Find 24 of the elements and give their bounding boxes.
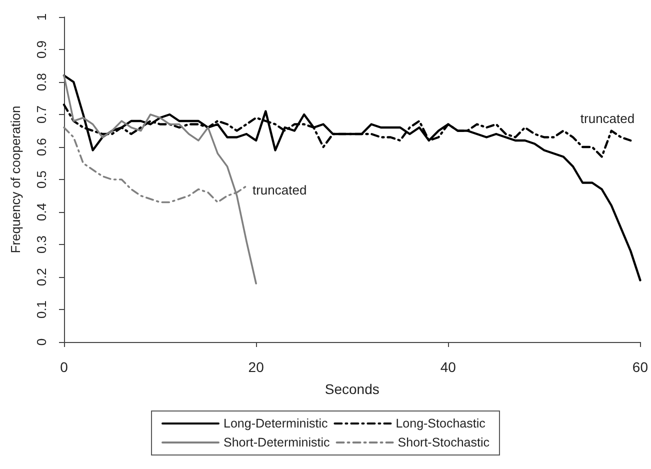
x-tick-label: 20: [248, 359, 264, 375]
x-tick-label: 0: [60, 359, 68, 375]
y-tick-label: 0: [34, 338, 49, 346]
annotation: truncated: [580, 111, 635, 126]
legend-label: Short-Deterministic: [224, 436, 330, 450]
x-tick-label: 60: [632, 359, 648, 375]
y-tick-label: 0.9: [34, 40, 49, 59]
legend-label: Long-Deterministic: [224, 416, 328, 430]
y-tick-label: 0.3: [34, 235, 49, 254]
y-tick-label: 0.6: [34, 138, 49, 156]
y-tick-label: 0.7: [34, 105, 49, 124]
legend-label: Short-Stochastic: [398, 436, 490, 450]
y-tick-label: 0.4: [34, 202, 49, 222]
y-tick-label: 0.8: [34, 72, 49, 92]
y-tick-label: 0.5: [34, 170, 49, 189]
y-tick-label: 0.1: [34, 300, 49, 319]
annotation: truncated: [252, 182, 307, 198]
line-series: [62, 74, 642, 282]
y-tick-label: 0.2: [34, 268, 49, 286]
y-tick-label: 1: [34, 13, 49, 21]
y-axis-title: Frequency of cooperation: [8, 106, 23, 254]
x-tick-label: 40: [440, 359, 456, 375]
legend-label: Long-Stochastic: [396, 416, 486, 430]
x-axis-title: Seconds: [324, 381, 380, 397]
